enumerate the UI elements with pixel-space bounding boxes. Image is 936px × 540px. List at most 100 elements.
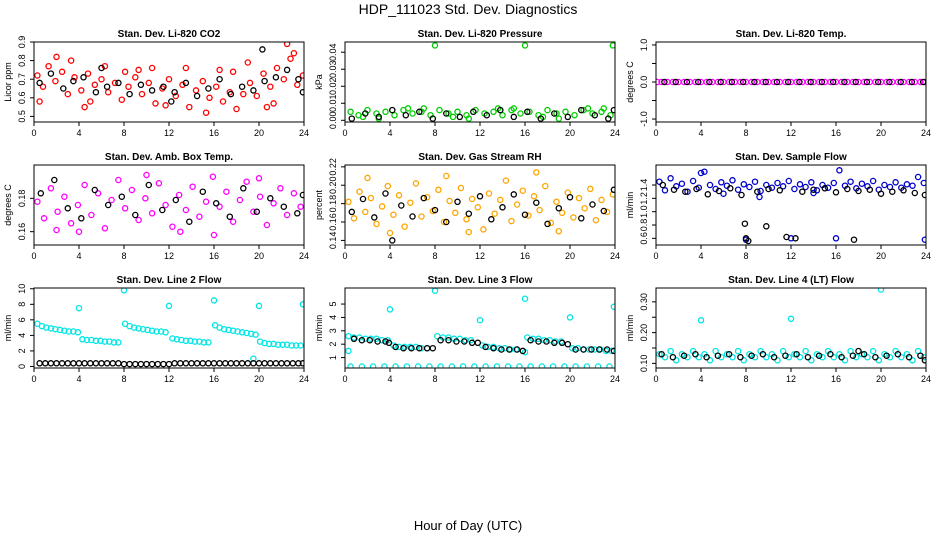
data-point: [199, 360, 207, 367]
data-point: [263, 221, 271, 229]
plot-frame: [344, 287, 616, 369]
data-point: [551, 339, 558, 347]
data-point: [407, 199, 414, 206]
series-1: [34, 171, 304, 239]
x-tick-label: 4: [76, 128, 81, 138]
data-point: [513, 201, 521, 208]
x-tick-label: 12: [786, 251, 796, 261]
data-point: [229, 218, 237, 225]
data-point: [483, 111, 491, 119]
panel-title: Stan. Dev. Line 4 (LT) Flow: [728, 275, 854, 286]
data-point: [98, 64, 105, 72]
data-point: [138, 90, 146, 98]
data-point: [544, 106, 551, 114]
data-point: [881, 181, 888, 189]
data-point: [920, 353, 926, 361]
data-point: [145, 79, 153, 87]
data-point: [596, 346, 603, 353]
data-point: [294, 81, 301, 89]
chart-panel-3: Stan. Dev. Li-820 Temp. degrees C 0 4 8 12 16 2…: [625, 29, 931, 138]
y-tick-label: 1.0: [639, 205, 649, 218]
data-point: [345, 198, 352, 206]
data-point: [793, 350, 800, 358]
data-point: [395, 192, 403, 199]
y-tick-label: 0.8: [17, 54, 27, 67]
data-point: [423, 193, 431, 201]
data-point: [453, 338, 460, 345]
data-point: [437, 336, 444, 344]
data-point: [841, 78, 848, 86]
data-point: [535, 335, 542, 343]
x-tick-label: 12: [786, 374, 796, 384]
data-point: [120, 288, 128, 294]
data-point: [465, 115, 473, 122]
data-point: [348, 208, 356, 216]
x-tick-label: 24: [610, 374, 620, 384]
data-point: [566, 314, 574, 321]
data-point: [564, 340, 572, 348]
data-point: [403, 363, 411, 368]
data-point: [345, 332, 352, 340]
data-point: [734, 186, 742, 193]
y-tick-label: 0.01: [328, 95, 338, 113]
data-point: [292, 342, 300, 349]
series-points: [656, 167, 926, 245]
x-tick-label: 4: [698, 374, 703, 384]
data-point: [791, 185, 798, 193]
data-point: [429, 344, 437, 352]
data-point: [694, 78, 702, 86]
data-point: [549, 363, 557, 368]
data-point: [94, 190, 102, 197]
data-point: [145, 181, 153, 189]
data-point: [610, 347, 615, 355]
data-point: [763, 223, 770, 230]
data-point: [414, 363, 422, 368]
data-point: [704, 191, 712, 198]
data-point: [160, 360, 167, 368]
data-point: [132, 360, 139, 368]
data-point: [480, 226, 487, 233]
data-point: [551, 110, 558, 117]
data-point: [723, 350, 731, 358]
data-point: [186, 218, 193, 225]
data-point: [386, 306, 394, 313]
data-point: [294, 210, 301, 217]
data-point: [863, 78, 871, 86]
data-point: [570, 214, 577, 221]
data-point: [115, 339, 122, 346]
data-point: [137, 81, 145, 89]
data-point: [216, 203, 223, 210]
data-point: [289, 360, 297, 367]
data-point: [445, 334, 452, 341]
data-point: [706, 181, 714, 189]
x-tick-label: 12: [164, 128, 174, 138]
data-point: [98, 360, 105, 367]
series-points: [345, 288, 615, 368]
data-point: [530, 193, 538, 200]
data-point: [188, 360, 195, 367]
data-point: [243, 178, 250, 185]
data-point: [739, 78, 747, 86]
data-point: [807, 78, 814, 86]
data-point: [905, 353, 913, 361]
x-tick-label: 20: [254, 251, 264, 261]
data-point: [98, 75, 105, 83]
x-tick-label: 8: [121, 128, 126, 138]
data-point: [272, 360, 280, 367]
data-point: [88, 211, 95, 219]
data-point: [244, 360, 252, 367]
data-point: [51, 176, 58, 184]
data-point: [920, 179, 926, 187]
y-tick-label: 8: [17, 302, 27, 307]
data-point: [382, 190, 389, 197]
data-point: [53, 226, 60, 234]
data-point: [527, 363, 534, 368]
x-tick-label: 24: [921, 374, 931, 384]
data-point: [783, 233, 790, 241]
data-point: [362, 110, 369, 117]
data-point: [261, 77, 268, 85]
data-point: [148, 210, 156, 217]
data-point: [162, 201, 169, 209]
data-point: [216, 360, 223, 367]
data-point: [440, 218, 448, 226]
